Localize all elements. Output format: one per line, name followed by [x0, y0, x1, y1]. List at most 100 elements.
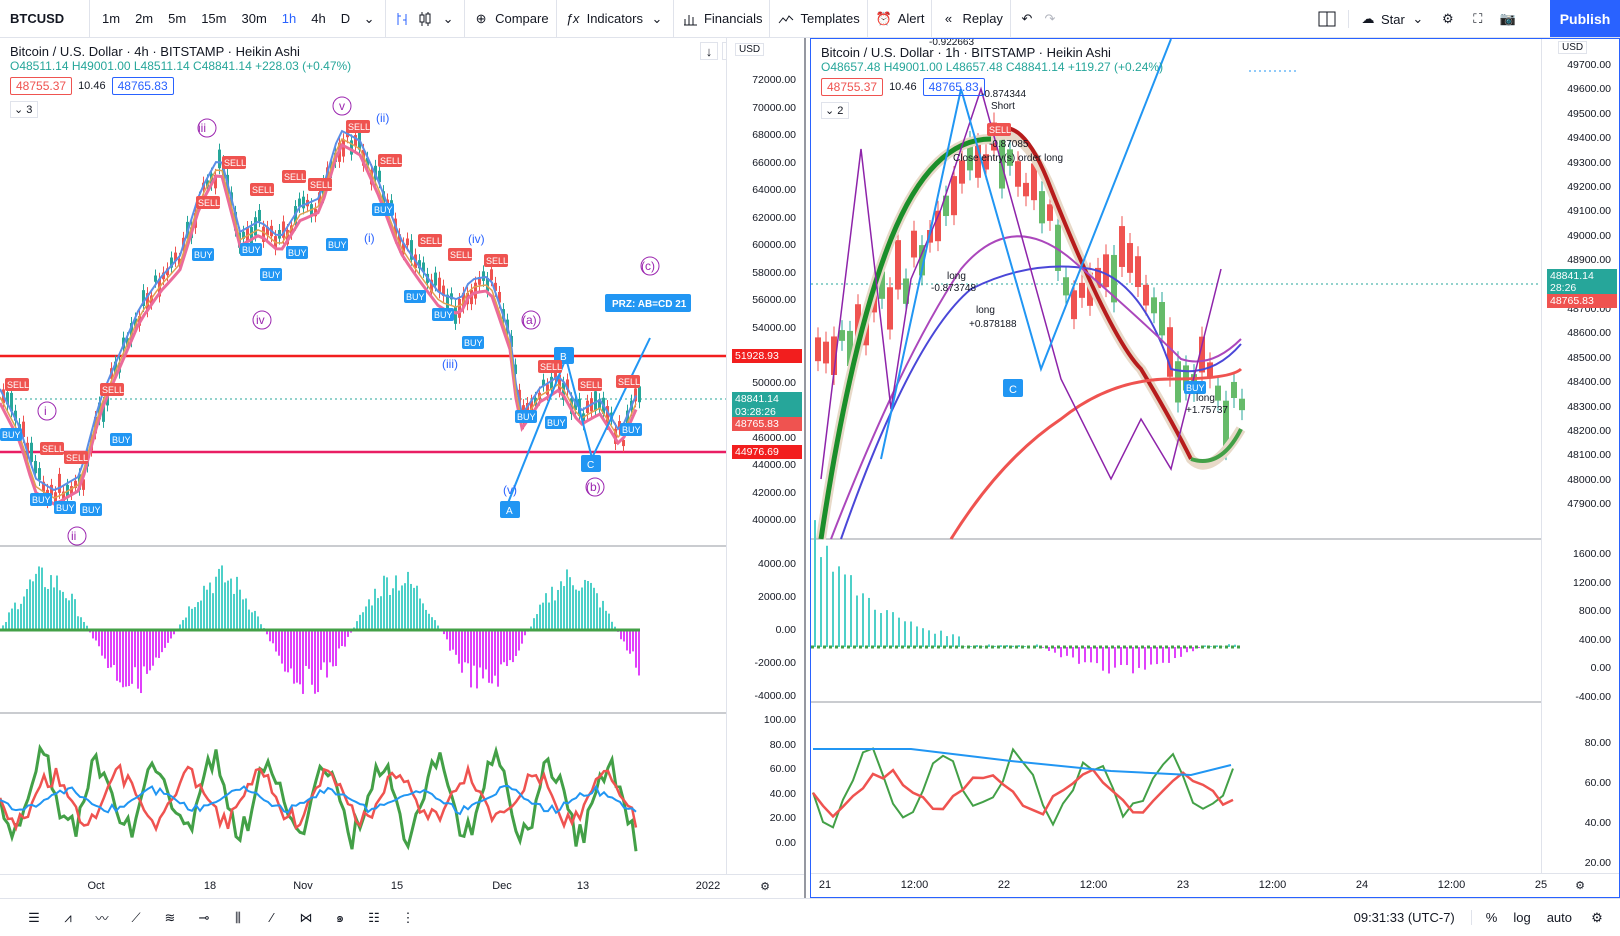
sell-box	[538, 360, 562, 373]
sell-box	[418, 234, 442, 247]
tf-1h[interactable]: 1h	[281, 11, 297, 26]
right-bid[interactable]: 48755.37	[821, 78, 884, 96]
tf-2m[interactable]: 2m	[135, 11, 154, 26]
settings-gear-icon[interactable]: ⚙	[760, 880, 770, 893]
histogram-bar	[497, 630, 499, 687]
symbol-search[interactable]: BTCUSD	[0, 0, 90, 38]
wave-label: (iii)	[442, 357, 458, 371]
camera-icon[interactable]: 📷	[1499, 11, 1516, 26]
compare-button[interactable]: ⊕ Compare	[465, 0, 557, 38]
financials-button[interactable]: Financials	[674, 0, 771, 38]
alert-button[interactable]: ⏰ Alert	[868, 0, 933, 38]
trend-ma-green-2	[1190, 428, 1243, 463]
tf-15m[interactable]: 15m	[201, 11, 227, 26]
left-title[interactable]: Bitcoin / U.S. Dollar · 4h · BITSTAMP · …	[10, 44, 300, 59]
histogram-bar	[398, 590, 400, 630]
right-title[interactable]: Bitcoin / U.S. Dollar · 1h · BITSTAMP · …	[821, 45, 1111, 60]
sell-label: SELL	[540, 362, 562, 372]
left-ohlc: O48511.14 H49001.00 L48511.14 C48841.14 …	[10, 59, 352, 73]
osc-tick: 0.00	[1590, 662, 1611, 674]
chevron-down-icon[interactable]: ⌄	[363, 10, 375, 26]
redo-icon[interactable]: ↷	[1044, 10, 1056, 26]
right-time-axis[interactable]: ⚙ 21 12:00 22 12:00 23 12:00 24 12:00 25	[811, 873, 1619, 897]
histogram-bar	[623, 630, 625, 642]
price-tick: 62000.00	[752, 211, 796, 224]
histogram-bar	[329, 630, 331, 663]
undo-icon[interactable]: ↶	[1021, 10, 1033, 26]
menu-icon[interactable]: ☰	[28, 909, 40, 925]
publish-button[interactable]: Publish	[1550, 0, 1620, 37]
fullscreen-icon[interactable]: ⛶	[1473, 11, 1483, 26]
left-currency[interactable]: USD	[735, 43, 765, 56]
horizontal-line-icon[interactable]: ⊸	[198, 909, 210, 925]
wave-label: iii	[198, 121, 206, 135]
settings-gear-icon[interactable]: ⚙	[1575, 879, 1585, 892]
left-ask[interactable]: 48765.83	[111, 77, 174, 95]
time-label: 24	[1355, 879, 1369, 891]
histogram-bar	[71, 593, 73, 630]
tf-4h[interactable]: 4h	[311, 11, 326, 26]
percent-toggle[interactable]: %	[1470, 910, 1497, 925]
left-time-axis[interactable]: ⚙ Oct 18 Nov 15 Dec 13 2022	[0, 874, 804, 898]
bars-pattern-icon[interactable]: ⫼	[235, 909, 241, 925]
xabcd-icon[interactable]: ⋈	[299, 909, 313, 925]
buy-box	[620, 423, 642, 436]
right-indicator-toggle[interactable]: ⌄ 2	[821, 102, 849, 119]
pattern-icon[interactable]: ⩘	[64, 909, 72, 925]
right-price-axis[interactable]: USD 49700.00 49600.00 49500.00 49400.00 4930…	[1541, 39, 1619, 897]
histogram-bar	[107, 630, 109, 669]
list-icon[interactable]: ☷	[368, 909, 380, 925]
left-price-axis[interactable]: USD 72000.00 70000.00 68000.00 66000.00 6400…	[726, 38, 804, 898]
right-currency[interactable]: USD	[1558, 41, 1588, 54]
candle	[959, 160, 965, 184]
trend-line-icon[interactable]: ⟋	[131, 909, 141, 925]
ray-icon[interactable]: ⁄	[270, 910, 274, 925]
right-chart-pane[interactable]: C SELL BUY -0.922663 -0.874344 Short -0.87085 C…	[810, 38, 1620, 898]
left-bid[interactable]: 48755.37	[10, 77, 73, 95]
candle	[839, 330, 845, 341]
tf-1m[interactable]: 1m	[102, 11, 121, 26]
indicators-button[interactable]: ƒx Indicators ⌄	[557, 0, 674, 38]
clock-time[interactable]: 09:31:33 (UTC-7)	[1353, 910, 1455, 925]
ma-line-indigo	[840, 265, 1242, 540]
spiral-icon[interactable]: ๑	[335, 910, 345, 925]
tf-30m[interactable]: 30m	[241, 11, 267, 26]
price-tick: 48100.00	[1567, 449, 1611, 462]
sell-label: SELL	[66, 453, 88, 463]
replay-button[interactable]: « Replay	[932, 0, 1011, 38]
layout-name-button[interactable]: ☁ Star ⌄	[1348, 10, 1427, 28]
histogram-bar	[578, 590, 580, 630]
settings-gear-icon[interactable]: ⚙	[1442, 11, 1454, 26]
settings-gear-icon[interactable]: ⚙	[1591, 909, 1603, 925]
histogram-bar	[140, 630, 142, 694]
sell-label: SELL	[618, 377, 640, 387]
candle-chart-icon[interactable]	[416, 10, 434, 28]
candle	[298, 198, 301, 207]
arrow-down-icon[interactable]: ↓	[700, 42, 718, 60]
timeframe-group: 1m 2m 5m 15m 30m 1h 4h D ⌄	[90, 0, 387, 38]
log-toggle[interactable]: log	[1513, 910, 1531, 925]
chevron-down-icon[interactable]: ⌄	[651, 10, 663, 26]
bar-chart-icon[interactable]	[393, 10, 411, 28]
histogram-bar	[428, 613, 430, 630]
layout-icon[interactable]	[1318, 10, 1336, 28]
templates-button[interactable]: Templates	[770, 0, 868, 38]
left-indicator-toggle[interactable]: ⌄ 3	[10, 101, 38, 118]
tf-5m[interactable]: 5m	[168, 11, 187, 26]
histogram-bar	[371, 605, 373, 630]
auto-toggle[interactable]: auto	[1546, 910, 1572, 925]
candle	[1215, 385, 1221, 401]
chevron-down-icon[interactable]: ⌄	[442, 10, 454, 26]
tf-d[interactable]: D	[340, 11, 351, 26]
histogram-bar	[344, 630, 346, 647]
elliott-wave-icon[interactable]: 〰	[95, 911, 109, 926]
candle	[350, 140, 353, 155]
right-ask[interactable]: 48765.83	[922, 78, 985, 96]
candle	[482, 271, 485, 281]
left-spread: 10.46	[78, 80, 106, 92]
more-tools-icon[interactable]: ⋮	[401, 909, 415, 925]
fib-icon[interactable]: ≋	[164, 909, 176, 925]
